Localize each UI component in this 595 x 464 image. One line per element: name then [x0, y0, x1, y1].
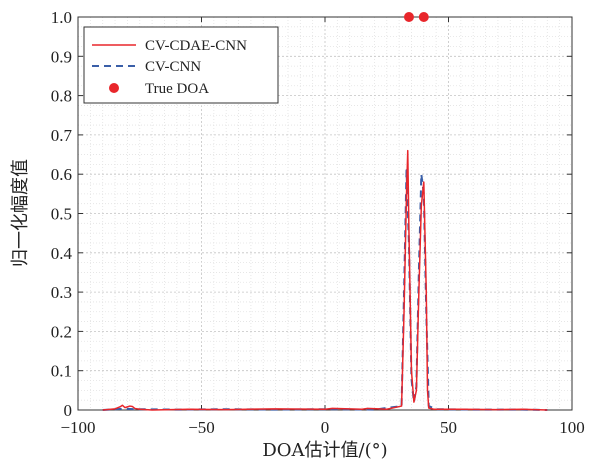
y-tick-label: 0.1	[51, 362, 72, 381]
x-tick-label: 0	[321, 418, 330, 437]
legend: CV-CDAE-CNN CV-CNN True DOA	[83, 26, 279, 104]
y-axis-title: 归一化幅度值	[10, 159, 31, 267]
y-tick-label: 0.6	[51, 165, 72, 184]
legend-label: CV-CNN	[145, 59, 201, 75]
y-tick-label: 0.2	[51, 322, 72, 341]
y-tick-label: 0.4	[51, 244, 73, 263]
y-tick-label: 0.5	[51, 205, 72, 224]
y-tick-label: 1.0	[51, 8, 72, 27]
x-tick-labels: −100 −50 0 50 100	[60, 418, 584, 437]
true-doa-marker	[403, 12, 414, 22]
x-tick-label: 100	[559, 418, 585, 437]
legend-swatch-true-doa	[109, 83, 119, 93]
x-tick-label: −50	[188, 418, 215, 437]
legend-label: True DOA	[145, 81, 209, 97]
y-tick-label: 0.7	[51, 126, 73, 145]
legend-label: CV-CDAE-CNN	[145, 38, 247, 54]
series-layer	[102, 12, 548, 411]
y-tick-label: 0.3	[51, 283, 72, 302]
true-doa-marker	[418, 12, 429, 22]
x-tick-label: 50	[440, 418, 457, 437]
y-tick-label: 0.8	[51, 87, 72, 106]
x-axis-title: DOA估计值/(°)	[262, 440, 387, 461]
y-tick-label: 0.9	[51, 47, 72, 66]
y-tick-label: 0	[64, 401, 73, 420]
x-tick-label: −100	[60, 418, 95, 437]
y-tick-labels: 0 0.1 0.2 0.3 0.4 0.5 0.6 0.7 0.8 0.9 1.…	[51, 8, 73, 420]
series-line-cv-cdae-cnn	[102, 149, 548, 411]
